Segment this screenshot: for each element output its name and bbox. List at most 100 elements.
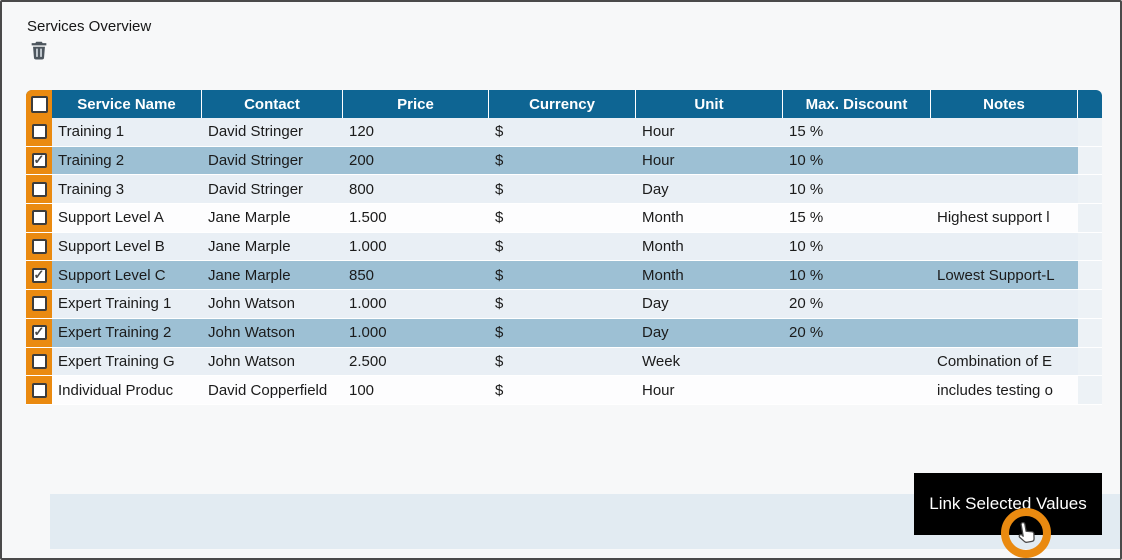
cell-max-discount: 20 %: [789, 324, 824, 342]
cell-max-discount: 15 %: [789, 209, 824, 227]
table-row[interactable]: Expert Training 1 John Watson 1.000 $ Da…: [26, 290, 1102, 319]
col-header-unit[interactable]: Unit: [636, 90, 783, 118]
row-checkbox-cell: [26, 175, 52, 204]
row-checkbox[interactable]: [31, 152, 47, 169]
cell-service-name: Expert Training 1: [58, 295, 172, 313]
col-header-max-discount[interactable]: Max. Discount: [783, 90, 931, 118]
col-header-notes[interactable]: Notes: [931, 90, 1078, 118]
cell-filler: [1078, 376, 1102, 404]
row-checkbox[interactable]: [31, 267, 47, 283]
cell-notes: includes testing o: [937, 381, 1053, 399]
cell-unit: Month: [642, 209, 684, 227]
click-highlight-ring: [1001, 508, 1051, 558]
row-checkbox[interactable]: [31, 239, 47, 255]
row-checkbox[interactable]: [31, 296, 47, 312]
cell-filler: [1078, 204, 1102, 232]
row-checkbox-cell: [26, 290, 52, 318]
trash-icon: [31, 41, 47, 60]
row-checkbox-cell: [26, 232, 52, 261]
table-row[interactable]: Expert Training G John Watson 2.500 $ We…: [26, 347, 1102, 377]
row-checkbox-cell: [26, 118, 52, 146]
cell-service-name: Individual Produc: [58, 381, 174, 399]
cell-unit: Hour: [642, 381, 675, 399]
row-checkbox[interactable]: [31, 382, 47, 398]
table-row[interactable]: Training 1 David Stringer 120 $ Hour 15 …: [26, 118, 1102, 147]
grid-body: Training 1 David Stringer 120 $ Hour 15 …: [26, 118, 1102, 405]
table-row[interactable]: Support Level C Jane Marple 850 $ Month …: [26, 261, 1102, 291]
cell-contact: David Copperfield: [208, 381, 328, 399]
cell-currency: $: [495, 209, 504, 227]
cell-service-name: Training 2: [58, 152, 125, 170]
cell-currency: $: [495, 352, 504, 370]
grid-header-row: Service Name Contact Price Currency Unit…: [26, 90, 1102, 118]
row-checkbox-cell: [26, 146, 52, 175]
col-header-contact[interactable]: Contact: [202, 90, 343, 118]
cell-max-discount: 10 %: [789, 266, 824, 284]
row-checkbox[interactable]: [31, 210, 47, 226]
cell-currency: $: [495, 324, 504, 342]
select-all-checkbox[interactable]: [30, 95, 48, 113]
cell-contact: David Stringer: [208, 123, 304, 141]
cell-currency: $: [495, 180, 504, 198]
cell-max-discount: 10 %: [789, 180, 824, 198]
cell-price: 1.000: [349, 295, 387, 313]
cell-unit: Month: [642, 266, 684, 284]
cell-service-name: Support Level B: [58, 238, 165, 256]
table-row[interactable]: Training 2 David Stringer 200 $ Hour 10 …: [26, 146, 1102, 176]
cell-unit: Day: [642, 180, 669, 198]
cell-filler: [1078, 347, 1102, 376]
cell-max-discount: 10 %: [789, 238, 824, 256]
table-row[interactable]: Expert Training 2 John Watson 1.000 $ Da…: [26, 318, 1102, 348]
cell-filler: [1078, 290, 1102, 318]
cell-service-name: Training 3: [58, 180, 125, 198]
cell-unit: Week: [642, 352, 681, 370]
cell-notes: [931, 147, 1078, 175]
select-all-cell: [26, 90, 52, 118]
col-header-service-name[interactable]: Service Name: [52, 90, 202, 118]
row-checkbox[interactable]: [31, 324, 47, 341]
row-checkbox[interactable]: [31, 353, 47, 369]
cell-service-name: Training 1: [58, 123, 125, 141]
cell-filler: [1078, 146, 1102, 175]
cell-contact: David Stringer: [208, 152, 304, 170]
row-checkbox-cell: [26, 318, 52, 347]
delete-button[interactable]: [28, 39, 50, 61]
col-header-currency[interactable]: Currency: [489, 90, 636, 118]
link-selected-values-button[interactable]: Link Selected Values: [914, 473, 1102, 535]
cell-notes: Combination of E: [937, 352, 1053, 370]
row-checkbox[interactable]: [31, 124, 47, 140]
cell-price: 1.000: [349, 238, 387, 256]
cell-max-discount: 20 %: [789, 295, 824, 313]
cell-currency: $: [495, 123, 504, 141]
cell-notes: [931, 319, 1078, 347]
row-checkbox[interactable]: [31, 181, 47, 197]
table-row[interactable]: Support Level A Jane Marple 1.500 $ Mont…: [26, 204, 1102, 233]
cell-unit: Day: [642, 324, 669, 342]
page-title: Services Overview: [27, 18, 152, 35]
cell-contact: John Watson: [208, 295, 295, 313]
cell-contact: Jane Marple: [208, 266, 291, 284]
cell-service-name: Expert Training 2: [58, 324, 172, 342]
cell-currency: $: [495, 266, 504, 284]
cell-price: 1.000: [349, 324, 387, 342]
cell-contact: David Stringer: [208, 180, 304, 198]
row-checkbox-cell: [26, 347, 52, 376]
services-grid: Service Name Contact Price Currency Unit…: [26, 90, 1120, 549]
cell-notes: Lowest Support-L: [937, 266, 1055, 284]
cell-contact: John Watson: [208, 352, 295, 370]
cell-currency: $: [495, 152, 504, 170]
table-row[interactable]: Support Level B Jane Marple 1.000 $ Mont…: [26, 232, 1102, 262]
table-row[interactable]: Training 3 David Stringer 800 $ Day 10 %: [26, 175, 1102, 205]
row-checkbox-cell: [26, 204, 52, 232]
col-header-price[interactable]: Price: [343, 90, 489, 118]
table-row[interactable]: Individual Produc David Copperfield 100 …: [26, 376, 1102, 405]
cell-unit: Month: [642, 238, 684, 256]
cell-contact: Jane Marple: [208, 209, 291, 227]
cell-price: 1.500: [349, 209, 387, 227]
cell-notes: [931, 175, 1078, 203]
cell-contact: John Watson: [208, 324, 295, 342]
row-checkbox-cell: [26, 261, 52, 290]
cell-filler: [1078, 175, 1102, 204]
cell-filler: [1078, 318, 1102, 347]
cell-service-name: Expert Training G: [58, 352, 175, 370]
